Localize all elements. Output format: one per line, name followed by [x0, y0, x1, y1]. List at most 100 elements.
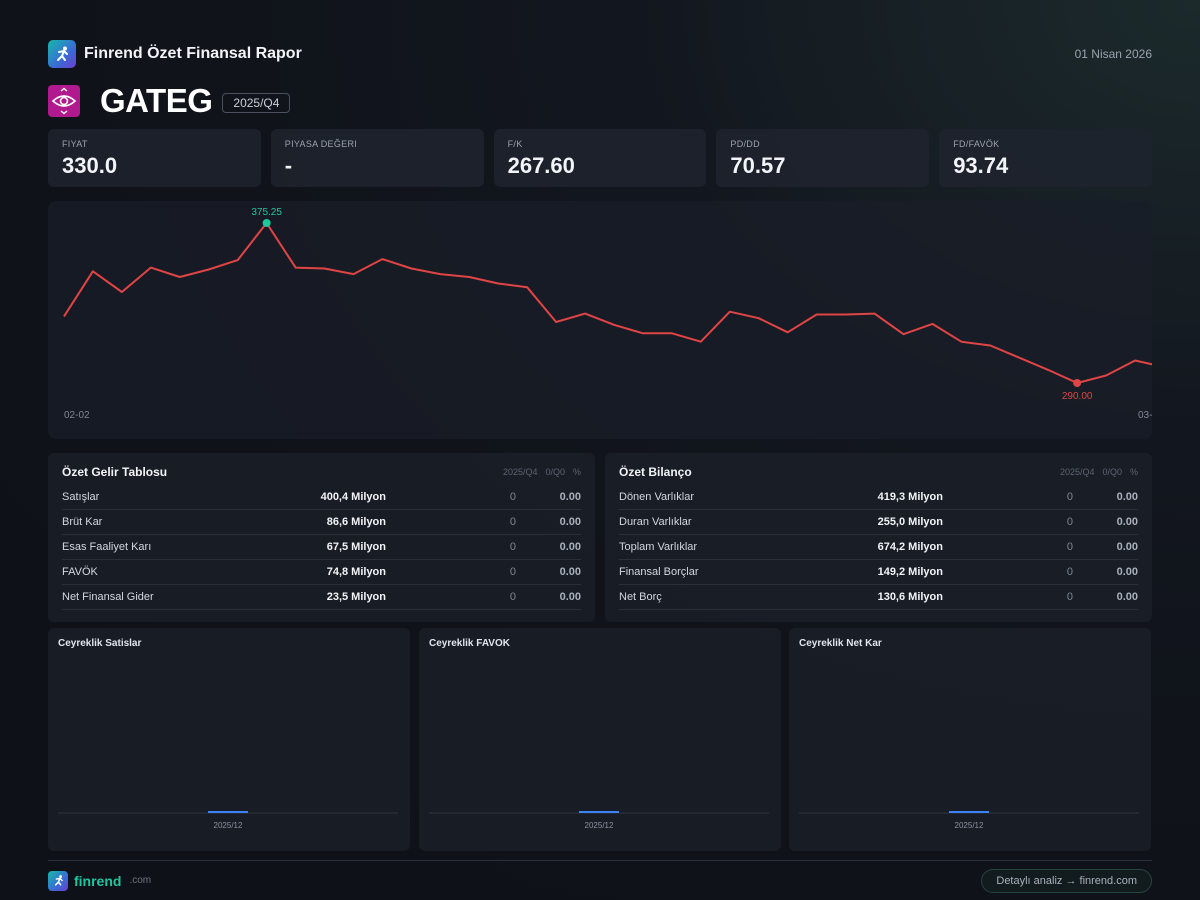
metric-label: FIYAT — [62, 139, 88, 149]
metrics-row: FIYAT 330.0 PIYASA DEĞERI - F/K 267.60 P… — [48, 129, 1152, 187]
x-tick-label: 2025/12 — [585, 821, 614, 830]
table-row: Toplam Varlıklar 674,2 Milyon 0 0.00 — [619, 535, 1138, 560]
metric-label: F/K — [507, 139, 523, 149]
row-label: Finansal Borçlar — [619, 566, 699, 578]
column-header: 2025/Q4 — [1059, 467, 1095, 477]
row-label: Satışlar — [62, 491, 100, 503]
row-value: 255,0 Milyon — [877, 516, 943, 528]
row-label: Dönen Varlıklar — [619, 491, 694, 503]
row-prev-value: 0 — [509, 566, 516, 578]
table-row: Dönen Varlıklar 419,3 Milyon 0 0.00 — [619, 485, 1138, 510]
column-header: 0/Q0 — [545, 467, 565, 477]
row-pct: 0.00 — [559, 591, 581, 603]
table-row: Esas Faaliyet Karı 67,5 Milyon 0 0.00 — [62, 535, 581, 560]
metric-label: PIYASA DEĞERI — [284, 139, 358, 149]
row-label: Toplam Varlıklar — [619, 541, 698, 553]
report-date: 01 Nisan 2026 — [1074, 47, 1152, 61]
quarterly-ebitda-card: Ceyreklik FAVOK 2025/12 — [419, 628, 781, 851]
balance-sheet-title: Özet Bilanço — [619, 465, 692, 479]
price-chart-svg: 375.25 290.00 02-02 03-31 — [63, 207, 1152, 421]
footer-brand: finrend .com — [48, 870, 152, 891]
quarterly-sales-card: Ceyreklik Satislar 2025/12 — [48, 628, 410, 851]
footer: finrend .com Detaylı analiz → finrend.co… — [48, 860, 1152, 900]
period-badge: 2025/Q4 — [222, 93, 291, 113]
metric-value: 330.0 — [62, 153, 118, 178]
metric-value: 70.57 — [730, 153, 786, 178]
quarterly-ebitda-chart: 2025/12 — [429, 811, 769, 830]
brand: Finrend Özet Finansal Rapor — [48, 40, 302, 68]
runner-icon — [48, 40, 76, 68]
quarterly-net-profit-card: Ceyreklik Net Kar 2025/12 — [789, 628, 1151, 851]
column-header: 2025/Q4 — [502, 467, 538, 477]
row-prev-value: 0 — [509, 591, 516, 603]
table-row: Net Finansal Gider 23,5 Milyon 0 0.00 — [62, 585, 581, 610]
table-row: Brüt Kar 86,6 Milyon 0 0.00 — [62, 510, 581, 535]
row-pct: 0.00 — [559, 491, 581, 503]
x-start-label: 02-02 — [64, 410, 90, 421]
table-row: FAVÖK 74,8 Milyon 0 0.00 — [62, 560, 581, 585]
row-pct: 0.00 — [559, 516, 581, 528]
metric-label: PD/DD — [730, 139, 760, 149]
footer-domain: .com — [129, 875, 152, 886]
row-value: 130,6 Milyon — [877, 591, 943, 603]
x-tick-label: 2025/12 — [214, 821, 243, 830]
row-label: FAVÖK — [62, 566, 98, 578]
row-value: 74,8 Milyon — [326, 566, 386, 578]
balance-sheet-card: Özet Bilanço 2025/Q4 0/Q0 % Dönen Varlık… — [605, 453, 1152, 622]
quarterly-chart-title: Ceyreklik Satislar — [58, 638, 142, 649]
row-pct: 0.00 — [1116, 516, 1138, 528]
metric-card-ev-ebitda: FD/FAVÖK 93.74 — [939, 129, 1152, 187]
report-title: Finrend Özet Finansal Rapor — [84, 45, 302, 62]
row-prev-value: 0 — [509, 541, 516, 553]
row-pct: 0.00 — [1116, 541, 1138, 553]
company-logo-icon — [48, 85, 80, 117]
column-header: % — [572, 467, 581, 477]
row-prev-value: 0 — [509, 516, 516, 528]
x-tick-label: 2025/12 — [955, 821, 984, 830]
row-value: 86,6 Milyon — [326, 516, 386, 528]
price-chart: 375.25 290.00 02-02 03-31 — [48, 201, 1152, 439]
column-headers: 2025/Q4 0/Q0 % — [1060, 467, 1138, 477]
metric-card-price: FIYAT 330.0 — [48, 129, 261, 187]
row-value: 400,4 Milyon — [320, 491, 386, 503]
min-price-label: 290.00 — [1062, 391, 1093, 402]
row-value: 23,5 Milyon — [326, 591, 386, 603]
metric-value: 267.60 — [507, 153, 575, 178]
report-header: Finrend Özet Finansal Rapor 01 Nisan 202… — [48, 40, 1152, 68]
row-label: Net Finansal Gider — [62, 591, 154, 603]
metric-card-pb: PD/DD 70.57 — [716, 129, 930, 187]
row-pct: 0.00 — [1116, 591, 1138, 603]
quarterly-net-profit-chart: 2025/12 — [799, 811, 1139, 830]
row-prev-value: 0 — [1066, 566, 1073, 578]
quarterly-chart-title: Ceyreklik Net Kar — [799, 638, 882, 649]
bar — [208, 811, 248, 813]
row-value: 419,3 Milyon — [877, 491, 943, 503]
metric-value: 93.74 — [953, 153, 1009, 178]
row-prev-value: 0 — [509, 491, 516, 503]
metric-card-pe: F/K 267.60 — [493, 129, 707, 187]
row-pct: 0.00 — [1116, 491, 1138, 503]
metric-label: FD/FAVÖK — [953, 139, 1000, 149]
row-pct: 0.00 — [1116, 566, 1138, 578]
ticker-symbol: GATEG — [100, 82, 213, 119]
row-prev-value: 0 — [1066, 591, 1073, 603]
table-row: Duran Varlıklar 255,0 Milyon 0 0.00 — [619, 510, 1138, 535]
row-label: Brüt Kar — [62, 516, 103, 528]
bar — [949, 811, 989, 813]
row-prev-value: 0 — [1066, 491, 1073, 503]
runner-icon — [48, 870, 68, 891]
income-statement-card: Özet Gelir Tablosu 2025/Q4 0/Q0 % Satışl… — [48, 453, 595, 622]
quarterly-sales-chart: 2025/12 — [58, 811, 398, 830]
column-header: 0/Q0 — [1102, 467, 1122, 477]
row-value: 67,5 Milyon — [326, 541, 386, 553]
row-label: Esas Faaliyet Karı — [62, 541, 152, 553]
detailed-analysis-link[interactable]: Detaylı analiz → finrend.com — [981, 868, 1152, 893]
row-pct: 0.00 — [559, 541, 581, 553]
row-prev-value: 0 — [1066, 516, 1073, 528]
table-row: Net Borç 130,6 Milyon 0 0.00 — [619, 585, 1138, 610]
bar — [579, 811, 619, 813]
max-price-point — [262, 219, 271, 227]
row-prev-value: 0 — [1066, 541, 1073, 553]
price-line — [63, 222, 1152, 384]
quarterly-chart-title: Ceyreklik FAVOK — [429, 638, 510, 649]
